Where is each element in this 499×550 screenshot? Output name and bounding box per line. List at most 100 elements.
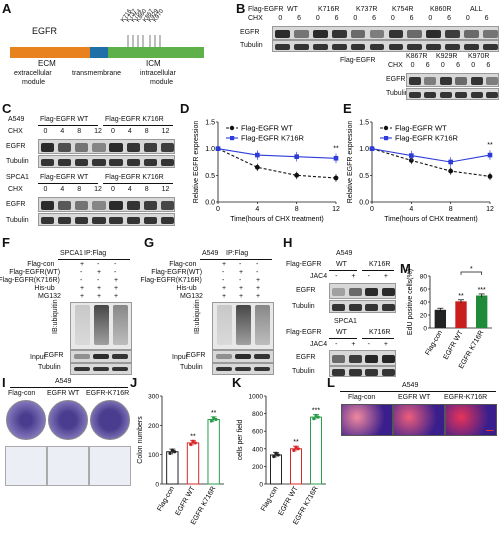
blot-band	[445, 43, 461, 51]
h-cell-a549: A549	[336, 250, 353, 257]
panel-letter-b: B	[236, 1, 246, 16]
blot-band	[58, 201, 72, 210]
panel-k-bar-chart: 0 200 400 600 800 1000 cells per field Flag-con…	[237, 394, 326, 526]
ub-sign: -	[239, 261, 242, 268]
l-image-row	[340, 404, 497, 436]
ub-condition-label: MG132	[38, 293, 61, 300]
b2-time-row: 0 6 0 6 0 6	[406, 62, 497, 70]
data-point	[173, 450, 177, 454]
panel-letter-m: M	[400, 261, 411, 276]
ub-cell-label: SPCA1	[60, 250, 83, 257]
blot-band	[93, 354, 109, 359]
blot-band	[464, 30, 479, 38]
ub-input-label: Input	[172, 354, 188, 361]
blot-band	[365, 354, 379, 364]
c-chx-label: CHX	[8, 128, 23, 135]
y-axis-label: Relative EGFR expression	[193, 121, 200, 204]
time-label: 0	[390, 15, 395, 22]
ub-sign: +	[222, 261, 227, 268]
x-tick-label: 4	[409, 206, 413, 213]
blot-band	[382, 369, 395, 376]
panel-j-bar-chart: 0 100 200 300 Colon numbers Flag-con ** EGFR WT…	[137, 394, 224, 526]
panel-l-edu-images: A549 Flag-con EGFR WT EGFR-K716R	[336, 380, 498, 450]
ub-smear-blot	[70, 302, 132, 350]
tm-label: TM	[94, 59, 106, 68]
data-point	[272, 454, 276, 459]
y-axis-label: cells per field	[237, 419, 244, 460]
h2-mut-label: K716R	[369, 329, 391, 336]
blot-band	[382, 354, 395, 364]
icm-domain	[108, 47, 204, 58]
legend-label: Flag-EGFR K716R	[241, 134, 305, 143]
significance-mark: **	[190, 433, 196, 440]
time-label: 0	[110, 186, 115, 193]
y-tick-label: 0.0	[359, 200, 369, 207]
i-group-1: Flag-con	[8, 390, 36, 397]
time-label: 0	[278, 15, 283, 22]
ub-smear-lane	[75, 305, 90, 345]
panel-letter-k: K	[232, 375, 242, 390]
c-wt-label: Flag-EGFR WT	[40, 116, 89, 123]
c-tubulin-blot	[38, 155, 175, 168]
b-chx-label: CHX	[248, 15, 263, 22]
bar	[166, 451, 179, 485]
time-label: 12	[161, 186, 170, 193]
ub-sign: +	[114, 277, 119, 284]
jac4-sign: -	[367, 273, 370, 280]
i-dish-row	[4, 400, 130, 442]
significance-mark: ***	[478, 287, 486, 294]
y-tick-label: 0.0	[205, 200, 215, 207]
h-row-tubulin: Tubulin	[292, 303, 315, 310]
y-tick-label: 100	[148, 452, 159, 459]
blot-band	[445, 30, 461, 38]
jac4-sign: +	[351, 273, 356, 280]
bar	[207, 418, 220, 485]
panel-f-ubiquitination: SPCA1 IP:Flag Flag-con + - - Flag-EGFR(WT) - + - F…	[0, 250, 140, 375]
time-label: 8	[77, 128, 82, 135]
blot-band	[348, 303, 362, 312]
y-tick-label: 80	[420, 274, 428, 281]
blot-band	[126, 143, 140, 152]
panel-letter-g: G	[144, 235, 155, 250]
data-point	[215, 146, 221, 151]
h2-wt-label: WT	[336, 329, 347, 336]
series-line	[217, 148, 337, 179]
c-cell-a549: A549	[8, 116, 25, 123]
time-label: 0	[353, 15, 358, 22]
significance-mark: **	[211, 410, 217, 417]
blot-band	[275, 43, 290, 51]
ub-condition-label: His-ub	[176, 285, 197, 292]
ub-header-line	[58, 259, 130, 260]
ub-sign: -	[80, 269, 83, 276]
time-label: 12	[94, 128, 102, 135]
blot-band	[75, 201, 89, 210]
y-tick-label: 0	[423, 326, 427, 333]
ub-condition-label: Flag-EGFR(WT)	[9, 269, 61, 276]
time-label: 8	[77, 186, 82, 193]
series-line	[217, 148, 337, 159]
ub-sign: +	[114, 293, 119, 300]
blot-band	[331, 303, 345, 312]
ub-sign: +	[239, 293, 244, 300]
blot-band	[365, 303, 379, 312]
h-egfr-blot	[329, 283, 396, 299]
time-label: 4	[60, 128, 65, 135]
ecm-label: ECM	[38, 59, 56, 68]
data-point	[292, 448, 296, 452]
data-point	[170, 448, 174, 452]
b-col-k754r: K754R	[392, 6, 414, 13]
time-label: 6	[484, 15, 489, 22]
ub-condition-label: Flag-EGFR(WT)	[151, 269, 203, 276]
panel-d-line-chart: 0.0 0.5 1.0 1.5 0 4 8 12 Time(hours of CHX treat…	[193, 120, 340, 224]
blot-band	[143, 158, 157, 167]
blot-band	[439, 77, 452, 85]
protein-label: EGFR	[32, 26, 58, 36]
panel-letter-l: L	[327, 375, 335, 390]
c2-egfr-blot	[38, 197, 175, 212]
y-tick-label: 0	[155, 482, 159, 489]
blot-band	[331, 369, 345, 376]
time-label: 6	[334, 15, 339, 22]
blot-band	[112, 354, 128, 359]
h-mut-label: K716R	[369, 261, 391, 268]
domain-label-transmembrane: transmembrane	[72, 70, 122, 77]
